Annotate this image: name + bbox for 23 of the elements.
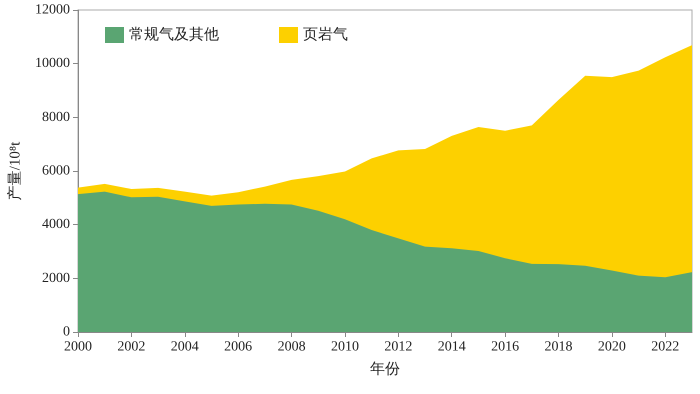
legend-label: 页岩气	[303, 26, 348, 43]
x-tick-label: 2020	[598, 340, 626, 354]
x-tick-label: 2002	[117, 340, 146, 354]
y-axis-title: 产量/10⁸t	[6, 140, 24, 200]
x-axis-title: 年份	[370, 360, 400, 378]
x-tick-label: 2010	[330, 340, 359, 354]
x-tick-label: 2008	[278, 340, 306, 354]
x-tick-label: 2006	[224, 340, 252, 354]
x-tick-label: 2014	[438, 340, 466, 354]
x-tick-label: 2004	[170, 340, 199, 354]
x-tick-label: 2000	[64, 340, 92, 354]
x-tick-label: 2012	[384, 340, 412, 354]
y-tick-label: 10000	[35, 56, 70, 72]
y-tick-label: 12000	[35, 2, 70, 18]
legend-label: 常规气及其他	[129, 26, 219, 43]
x-tick-label: 2016	[491, 340, 520, 354]
y-tick-label: 2000	[42, 270, 70, 286]
y-tick-label: 4000	[42, 217, 70, 232]
y-tick-label: 8000	[42, 110, 70, 125]
y-tick-label: 6000	[42, 164, 70, 178]
x-tick-label: 2022	[651, 340, 680, 354]
x-tick-label: 2018	[544, 340, 573, 354]
y-tick-label: 0	[63, 324, 70, 340]
